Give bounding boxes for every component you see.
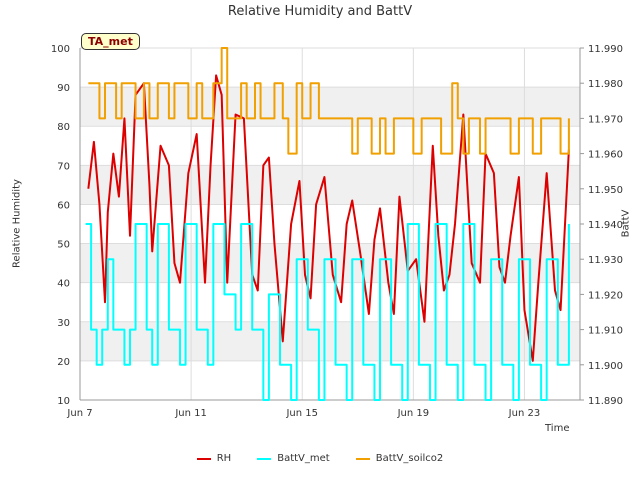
y-tick-label-right: 11.920 [588, 290, 623, 301]
y-tick-label-right: 11.970 [588, 114, 623, 125]
y-tick-label-right: 11.940 [588, 220, 623, 231]
grid-band [80, 165, 580, 205]
x-tick-label: Jun 7 [66, 408, 92, 419]
x-axis-label: Time [545, 423, 570, 434]
series-line-battv-met [85, 223, 570, 401]
series-tag: TA_met [81, 33, 140, 50]
chart-title: Relative Humidity and BattV [227, 4, 413, 19]
grid-band [80, 321, 580, 361]
x-tick-label: Jun 23 [508, 408, 541, 419]
legend-item-rh: RH [196, 453, 232, 464]
y-tick-label-left: 20 [57, 357, 70, 368]
legend-label-battv-met: BattV_met [277, 453, 330, 464]
y-tick-label-right: 11.950 [588, 185, 623, 196]
legend-swatch-battv-soilco2 [355, 457, 370, 460]
y-tick-label-right: 11.930 [588, 255, 623, 266]
grid-band [80, 87, 580, 127]
legend-swatch-rh [196, 457, 211, 460]
y-tick-label-right: 11.910 [588, 326, 623, 337]
y-tick-label-right: 11.890 [588, 396, 623, 407]
x-tick-label: Jun 11 [174, 408, 207, 419]
x-tick-label: Jun 15 [285, 408, 318, 419]
legend-label-rh: RH [216, 453, 232, 464]
legend: RH BattV_met BattV_soilco2 [0, 453, 640, 464]
y-tick-label-left: 90 [57, 83, 70, 94]
x-tick-label: Jun 19 [397, 408, 430, 419]
y-tick-label-left: 50 [57, 240, 70, 251]
y-tick-label-left: 100 [51, 44, 70, 55]
y-axis-left-label: Relative Humidity [11, 179, 23, 268]
legend-item-battv-soilco2: BattV_soilco2 [355, 453, 444, 464]
y-tick-label-right: 11.990 [588, 44, 623, 55]
y-tick-label-left: 40 [57, 279, 70, 290]
y-tick-label-left: 10 [57, 396, 70, 407]
y-tick-label-left: 60 [57, 200, 70, 211]
y-tick-label-right: 11.900 [588, 361, 623, 372]
y-tick-label-right: 11.960 [588, 150, 623, 161]
y-tick-label-left: 30 [57, 318, 70, 329]
legend-item-battv-met: BattV_met [257, 453, 330, 464]
y-tick-label-left: 80 [57, 122, 70, 133]
legend-label-battv-soilco2: BattV_soilco2 [375, 453, 444, 464]
y-tick-label-left: 70 [57, 161, 70, 172]
y-tick-label-right: 11.980 [588, 79, 623, 90]
series-line-battv-soilco2 [88, 47, 570, 155]
y-axis-right-label: BattV [620, 209, 632, 238]
legend-swatch-battv-met [257, 457, 272, 460]
